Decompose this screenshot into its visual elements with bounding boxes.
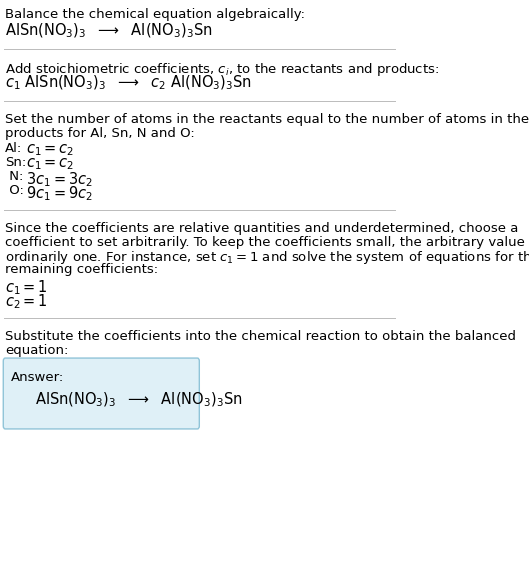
Text: Answer:: Answer:: [11, 371, 65, 384]
FancyBboxPatch shape: [3, 358, 199, 429]
Text: N:: N:: [5, 170, 24, 183]
Text: Since the coefficients are relative quantities and underdetermined, choose a: Since the coefficients are relative quan…: [5, 222, 518, 235]
Text: $c_1 = c_2$: $c_1 = c_2$: [26, 142, 75, 158]
Text: Substitute the coefficients into the chemical reaction to obtain the balanced: Substitute the coefficients into the che…: [5, 330, 516, 343]
Text: $c_2 = 1$: $c_2 = 1$: [5, 292, 48, 311]
Text: AlSn(NO$_3$)$_3$  $\longrightarrow$  Al(NO$_3$)$_3$Sn: AlSn(NO$_3$)$_3$ $\longrightarrow$ Al(NO…: [5, 22, 213, 40]
Text: $9 c_1 = 9 c_2$: $9 c_1 = 9 c_2$: [26, 184, 93, 203]
Text: $3 c_1 = 3 c_2$: $3 c_1 = 3 c_2$: [26, 170, 93, 188]
Text: Balance the chemical equation algebraically:: Balance the chemical equation algebraica…: [5, 8, 305, 21]
Text: $c_1 = c_2$: $c_1 = c_2$: [26, 156, 75, 172]
Text: coefficient to set arbitrarily. To keep the coefficients small, the arbitrary va: coefficient to set arbitrarily. To keep …: [5, 235, 529, 248]
Text: O:: O:: [5, 184, 24, 197]
Text: ordinarily one. For instance, set $c_1 = 1$ and solve the system of equations fo: ordinarily one. For instance, set $c_1 =…: [5, 249, 529, 266]
Text: remaining coefficients:: remaining coefficients:: [5, 262, 158, 275]
Text: Add stoichiometric coefficients, $c_i$, to the reactants and products:: Add stoichiometric coefficients, $c_i$, …: [5, 60, 440, 77]
Text: products for Al, Sn, N and O:: products for Al, Sn, N and O:: [5, 127, 195, 140]
Text: Al:: Al:: [5, 142, 23, 155]
Text: AlSn(NO$_3$)$_3$  $\longrightarrow$  Al(NO$_3$)$_3$Sn: AlSn(NO$_3$)$_3$ $\longrightarrow$ Al(NO…: [35, 390, 243, 409]
Text: $c_1 = 1$: $c_1 = 1$: [5, 278, 48, 296]
Text: Set the number of atoms in the reactants equal to the number of atoms in the: Set the number of atoms in the reactants…: [5, 113, 529, 126]
Text: Sn:: Sn:: [5, 156, 26, 169]
Text: equation:: equation:: [5, 343, 69, 356]
Text: $c_1$ AlSn(NO$_3$)$_3$  $\longrightarrow$  $c_2$ Al(NO$_3$)$_3$Sn: $c_1$ AlSn(NO$_3$)$_3$ $\longrightarrow$…: [5, 74, 252, 92]
